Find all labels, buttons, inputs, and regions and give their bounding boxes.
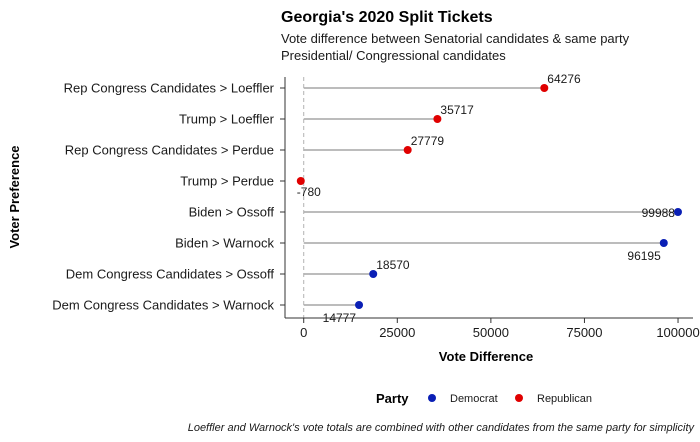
value-label-trump-perdue: -780 bbox=[297, 185, 321, 199]
category-label-trump-perdue: Trump > Perdue bbox=[180, 174, 274, 189]
category-label-rep-congress-candidates-loeffler: Rep Congress Candidates > Loeffler bbox=[64, 81, 275, 96]
point-dem-congress-candidates-warnock bbox=[355, 301, 364, 309]
point-trump-loeffler bbox=[433, 115, 442, 123]
category-label-biden-warnock: Biden > Warnock bbox=[175, 236, 274, 251]
y-axis-title: Voter Preference bbox=[7, 145, 22, 248]
point-rep-congress-candidates-loeffler bbox=[540, 84, 549, 92]
legend-swatch-democrat bbox=[428, 394, 436, 402]
value-label-biden-warnock: 96195 bbox=[627, 249, 661, 263]
x-tick-label-0: 0 bbox=[300, 325, 307, 340]
legend-label-democrat: Democrat bbox=[450, 393, 498, 405]
value-label-biden-ossoff: 99988 bbox=[642, 206, 676, 220]
plot-area: Rep Congress Candidates > Loeffler 64276 T… bbox=[52, 72, 682, 325]
x-axis-ticks: 0 25000 50000 75000 100000 bbox=[300, 318, 700, 340]
point-biden-ossoff bbox=[673, 208, 682, 216]
chart-subtitle-line-1: Vote difference between Senatorial candi… bbox=[281, 31, 630, 46]
category-label-trump-loeffler: Trump > Loeffler bbox=[179, 112, 275, 127]
chart-subtitle-line-2: Presidential/ Congressional candidates bbox=[281, 48, 506, 63]
value-label-rep-congress-candidates-loeffler: 64276 bbox=[547, 72, 581, 86]
legend-label-republican: Republican bbox=[537, 393, 592, 405]
chart-title: Georgia's 2020 Split Tickets bbox=[281, 9, 493, 26]
x-tick-label-75000: 75000 bbox=[566, 325, 602, 340]
legend-swatch-republican bbox=[515, 394, 523, 402]
x-tick-label-50000: 50000 bbox=[473, 325, 509, 340]
legend: Party Democrat Republican bbox=[376, 391, 592, 406]
x-tick-label-25000: 25000 bbox=[379, 325, 415, 340]
chart-caption: Loeffler and Warnock's vote totals are c… bbox=[188, 422, 696, 434]
category-label-dem-congress-candidates-ossoff: Dem Congress Candidates > Ossoff bbox=[66, 267, 275, 282]
value-label-dem-congress-candidates-ossoff: 18570 bbox=[376, 258, 410, 272]
point-trump-perdue bbox=[296, 177, 305, 185]
x-axis-title: Vote Difference bbox=[439, 349, 533, 364]
x-tick-label-100000: 100000 bbox=[656, 325, 699, 340]
point-dem-congress-candidates-ossoff bbox=[369, 270, 378, 278]
value-label-trump-loeffler: 35717 bbox=[440, 103, 474, 117]
value-label-rep-congress-candidates-perdue: 27779 bbox=[411, 134, 445, 148]
point-biden-warnock bbox=[659, 239, 668, 247]
category-label-biden-ossoff: Biden > Ossoff bbox=[189, 205, 275, 220]
legend-title: Party bbox=[376, 391, 409, 406]
category-label-dem-congress-candidates-warnock: Dem Congress Candidates > Warnock bbox=[52, 298, 274, 313]
point-rep-congress-candidates-perdue bbox=[403, 146, 412, 154]
category-label-rep-congress-candidates-perdue: Rep Congress Candidates > Perdue bbox=[65, 143, 274, 158]
